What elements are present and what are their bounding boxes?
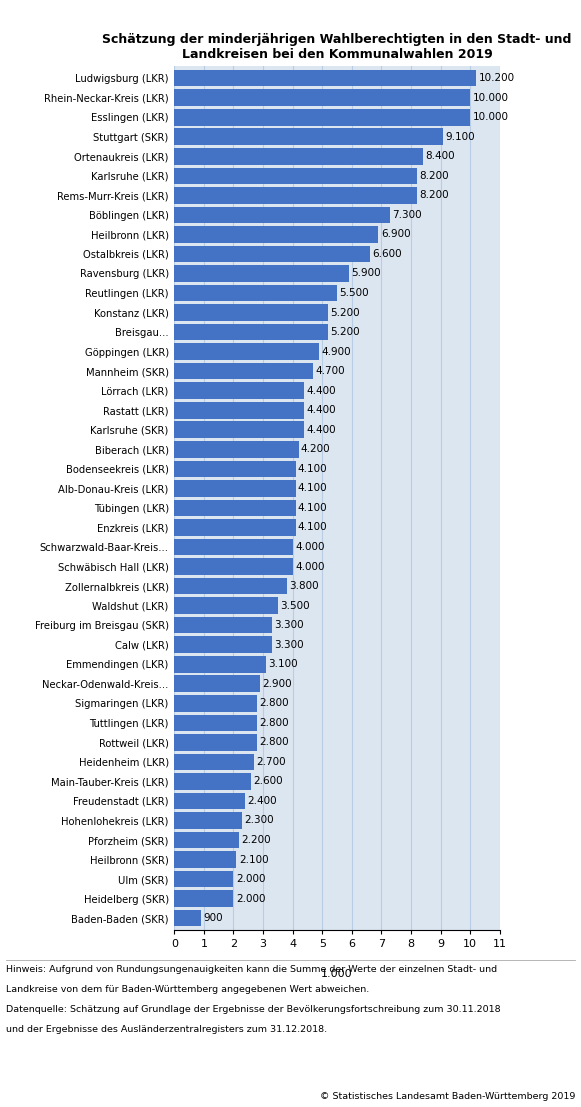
Bar	[174, 655, 266, 673]
Text: 4.100: 4.100	[298, 484, 328, 494]
Bar	[174, 108, 470, 125]
Text: 10.000: 10.000	[472, 112, 508, 122]
Bar	[174, 266, 349, 282]
Bar	[174, 128, 443, 145]
Text: 4.100: 4.100	[298, 464, 328, 474]
Text: 2.900: 2.900	[263, 679, 292, 689]
Bar	[174, 187, 417, 204]
Bar	[174, 793, 245, 809]
Text: 2.200: 2.200	[242, 835, 271, 845]
Bar	[174, 754, 254, 770]
Text: 2.800: 2.800	[260, 699, 289, 708]
Text: 5.200: 5.200	[331, 308, 360, 318]
Text: 2.800: 2.800	[260, 717, 289, 727]
Bar	[174, 70, 476, 86]
Text: 3.100: 3.100	[268, 659, 298, 670]
Bar	[174, 246, 370, 262]
Bar	[174, 461, 296, 477]
Bar	[174, 480, 296, 497]
Text: 3.300: 3.300	[274, 640, 304, 650]
Text: 4.900: 4.900	[322, 346, 352, 356]
Text: 8.200: 8.200	[419, 190, 449, 200]
Bar	[174, 167, 417, 184]
Text: 4.000: 4.000	[295, 542, 324, 552]
Bar	[174, 637, 272, 653]
Bar	[174, 90, 470, 106]
Text: 8.200: 8.200	[419, 170, 449, 180]
Text: 5.500: 5.500	[339, 288, 369, 298]
Text: 4.400: 4.400	[307, 385, 336, 395]
Bar	[174, 441, 299, 457]
Text: Landkreise von dem für Baden-Württemberg angegebenen Wert abweichen.: Landkreise von dem für Baden-Württemberg…	[6, 985, 369, 994]
Text: 3.300: 3.300	[274, 620, 304, 630]
Bar	[174, 324, 328, 341]
Bar	[174, 363, 313, 380]
Title: Schätzung der minderjährigen Wahlberechtigten in den Stadt- und
Landkreisen bei : Schätzung der minderjährigen Wahlberecht…	[102, 33, 572, 61]
Bar	[174, 675, 260, 692]
Text: 2.400: 2.400	[248, 796, 277, 806]
Bar	[174, 714, 257, 731]
Bar	[174, 851, 236, 868]
Text: 4.000: 4.000	[295, 561, 324, 571]
Text: und der Ergebnisse des Ausländerzentralregisters zum 31.12.2018.: und der Ergebnisse des Ausländerzentralr…	[6, 1025, 327, 1034]
Bar	[174, 148, 423, 165]
Text: 10.000: 10.000	[472, 93, 508, 103]
Text: 2.100: 2.100	[239, 855, 268, 865]
Bar	[174, 558, 293, 575]
Text: 6.600: 6.600	[372, 249, 401, 259]
Text: 2.300: 2.300	[245, 816, 274, 826]
Text: 1.000: 1.000	[321, 969, 353, 979]
Bar	[174, 304, 328, 321]
Text: 5.200: 5.200	[331, 327, 360, 338]
Bar	[174, 226, 378, 242]
Text: 3.800: 3.800	[289, 581, 319, 591]
Text: 900: 900	[203, 913, 223, 923]
Text: Hinweis: Aufgrund von Rundungsungenauigkeiten kann die Summe der Werte der einze: Hinweis: Aufgrund von Rundungsungenauigk…	[6, 965, 497, 974]
Bar	[174, 519, 296, 536]
Bar	[174, 598, 278, 614]
Bar	[174, 499, 296, 516]
Bar	[174, 578, 286, 594]
Text: 5.900: 5.900	[351, 269, 381, 279]
Text: 10.200: 10.200	[478, 73, 515, 83]
Text: 2.700: 2.700	[257, 757, 286, 767]
Text: 4.400: 4.400	[307, 425, 336, 435]
Bar	[174, 695, 257, 712]
Text: 4.700: 4.700	[315, 366, 345, 376]
Text: 4.100: 4.100	[298, 523, 328, 532]
Text: 2.600: 2.600	[253, 776, 283, 786]
Bar	[174, 734, 257, 751]
Bar	[174, 422, 304, 438]
Text: 4.400: 4.400	[307, 405, 336, 415]
Text: 7.300: 7.300	[393, 210, 422, 220]
Bar	[174, 831, 239, 848]
Text: 8.400: 8.400	[425, 152, 455, 162]
Text: 3.500: 3.500	[280, 601, 310, 611]
Bar	[174, 871, 234, 888]
Bar	[174, 773, 251, 789]
Text: 4.100: 4.100	[298, 503, 328, 513]
Bar	[174, 284, 337, 301]
Text: Datenquelle: Schätzung auf Grundlage der Ergebnisse der Bevölkerungsfortschreibu: Datenquelle: Schätzung auf Grundlage der…	[6, 1005, 500, 1014]
Bar	[174, 910, 201, 927]
Bar	[174, 539, 293, 556]
Bar	[174, 890, 234, 907]
Bar	[174, 207, 390, 224]
Bar	[174, 617, 272, 633]
Text: 4.200: 4.200	[301, 444, 331, 454]
Bar	[174, 343, 319, 360]
Bar	[174, 402, 304, 418]
Text: © Statistisches Landesamt Baden-Württemberg 2019: © Statistisches Landesamt Baden-Württemb…	[320, 1093, 575, 1101]
Text: 2.800: 2.800	[260, 737, 289, 747]
Bar	[174, 382, 304, 399]
Bar	[174, 813, 242, 829]
Text: 9.100: 9.100	[446, 132, 475, 142]
Text: 2.000: 2.000	[236, 893, 266, 903]
Text: 6.900: 6.900	[381, 229, 410, 239]
Text: 2.000: 2.000	[236, 875, 266, 884]
